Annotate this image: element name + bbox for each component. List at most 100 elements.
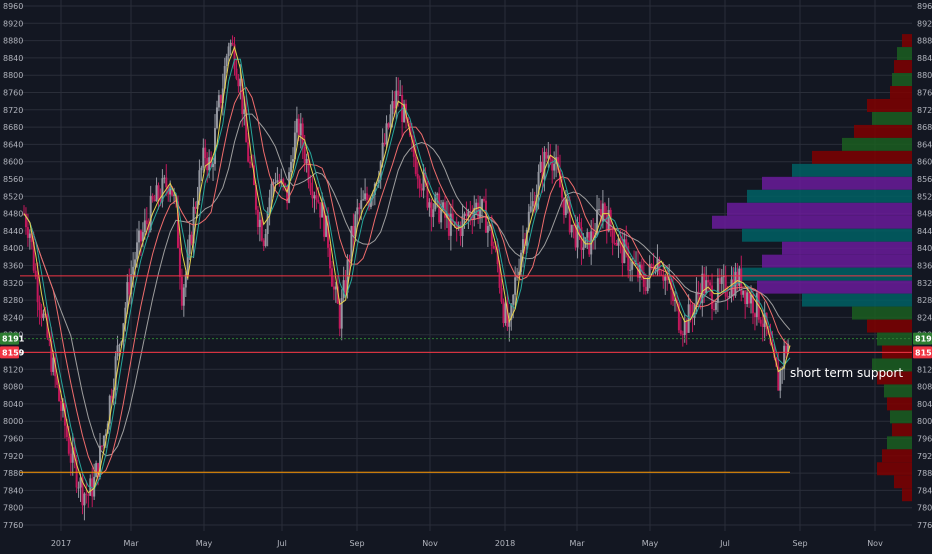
price-badge-label-right: 8159 xyxy=(915,348,932,357)
volume-profile-bar xyxy=(872,111,912,125)
volume-profile-bar xyxy=(884,384,912,398)
y-tick-label-right: 7840 xyxy=(917,486,932,495)
candle-body xyxy=(508,319,511,327)
candle-body xyxy=(422,172,425,191)
y-tick-label-right: 7960 xyxy=(917,435,932,444)
y-tick-label-right: 8920 xyxy=(917,19,932,28)
candle-body xyxy=(266,211,269,234)
candle-body xyxy=(83,493,86,506)
candle-body xyxy=(621,238,624,264)
candle-body xyxy=(738,268,741,286)
candle-body xyxy=(599,209,602,222)
candle-body xyxy=(397,90,400,96)
candle-body xyxy=(295,118,298,133)
candle-body xyxy=(445,212,448,218)
x-tick-label: Jul xyxy=(276,539,287,548)
volume-profile-bar xyxy=(887,397,912,411)
volume-profile-bar xyxy=(897,47,912,61)
candle-body xyxy=(134,259,137,267)
candle-body xyxy=(633,261,636,264)
candle-body xyxy=(256,209,259,228)
candle-body xyxy=(330,268,333,287)
price-badge-label-right: 8191 xyxy=(915,335,932,344)
y-tick-label-left: 8240 xyxy=(3,313,23,322)
candle-body xyxy=(418,178,421,189)
candle-body xyxy=(615,242,618,246)
y-tick-label-left: 8760 xyxy=(3,89,23,98)
candle-body xyxy=(436,193,439,196)
candle-body xyxy=(781,369,784,371)
candle-body xyxy=(48,337,51,341)
candle-body xyxy=(377,179,380,184)
y-tick-label-right: 8360 xyxy=(917,262,932,271)
candle-body xyxy=(223,65,226,89)
candle-body xyxy=(221,88,224,104)
candle-body xyxy=(149,195,152,231)
candle-body xyxy=(309,182,312,192)
candle-body xyxy=(268,197,271,212)
candle-body xyxy=(190,234,193,244)
candle-body xyxy=(260,219,263,241)
candle-body xyxy=(182,287,185,306)
y-tick-label-left: 8040 xyxy=(3,400,23,409)
candle-body xyxy=(313,195,316,199)
volume-profile-bar xyxy=(894,60,912,74)
candle-body xyxy=(245,109,248,143)
volume-profile-bar xyxy=(852,306,912,320)
candle-body xyxy=(358,207,361,209)
candle-body xyxy=(56,376,59,385)
y-tick-label-left: 7760 xyxy=(3,521,23,530)
candle-body xyxy=(695,291,698,305)
candle-body xyxy=(159,199,162,202)
candle-body xyxy=(118,344,121,346)
candle-body xyxy=(71,447,74,463)
candle-body xyxy=(311,191,314,199)
candle-body xyxy=(506,303,509,327)
candle-body xyxy=(155,185,158,202)
candle-body xyxy=(130,274,133,295)
candle-body xyxy=(186,253,189,275)
y-tick-label-right: 7760 xyxy=(917,521,932,530)
candle-body xyxy=(726,296,729,298)
candle-body xyxy=(617,238,620,246)
candle-body xyxy=(165,177,168,188)
candle-body xyxy=(568,199,571,233)
candle-body xyxy=(677,303,680,331)
candle-body xyxy=(50,340,53,372)
candle-body xyxy=(512,294,515,305)
volume-profile-bar xyxy=(887,436,912,450)
candle-body xyxy=(535,194,538,211)
y-tick-label-left: 8560 xyxy=(3,175,23,184)
volume-profile-bar xyxy=(877,371,912,385)
candle-body xyxy=(674,299,677,302)
candle-body xyxy=(270,183,273,198)
candle-body xyxy=(746,292,749,305)
candle-body xyxy=(447,212,450,236)
candle-body xyxy=(178,247,181,277)
candle-body xyxy=(352,225,355,237)
candle-body xyxy=(471,217,474,220)
candle-body xyxy=(307,158,310,183)
candle-body xyxy=(539,161,542,172)
candle-body xyxy=(290,161,293,173)
candle-body xyxy=(36,276,39,303)
candle-body xyxy=(297,118,300,136)
candle-body xyxy=(611,227,614,243)
candle-body xyxy=(714,302,717,310)
y-tick-label-right: 8080 xyxy=(917,383,932,392)
candle-body xyxy=(264,233,267,247)
candle-body xyxy=(597,209,600,211)
candle-body xyxy=(596,209,599,236)
candle-body xyxy=(574,224,577,248)
y-tick-label-left: 8080 xyxy=(3,383,23,392)
candle-body xyxy=(744,290,747,305)
candle-body xyxy=(551,159,554,171)
candle-body xyxy=(77,487,80,489)
candle-body xyxy=(543,151,546,180)
y-tick-label-left: 8360 xyxy=(3,262,23,271)
candle-body xyxy=(389,114,392,128)
candle-body xyxy=(432,209,435,218)
candle-body xyxy=(566,199,569,201)
